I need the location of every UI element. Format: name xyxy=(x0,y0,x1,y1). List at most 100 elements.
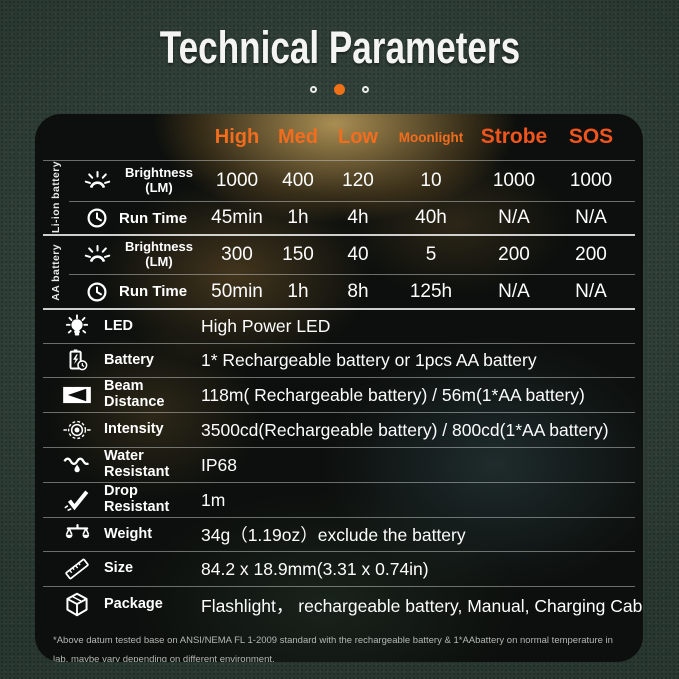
value-cell: 1000 xyxy=(215,170,259,191)
mode-header-row: High Med Low Moonlight Strobe SOS xyxy=(43,114,635,161)
beam-distance-row: Beam Distance 118m( Rechargeable battery… xyxy=(43,378,635,413)
clock-icon xyxy=(79,203,115,233)
weight-icon xyxy=(59,520,95,550)
brightness-icon xyxy=(79,240,115,270)
aa-battery-label: AA battery xyxy=(50,243,62,301)
value-cell: 120 xyxy=(342,170,374,191)
intensity-row: Intensity 3500cd(Rechargeable battery) /… xyxy=(43,413,635,448)
value-cell: 40 xyxy=(347,244,369,265)
beam-distance-icon xyxy=(59,380,95,410)
brightness-label-text: Brightness (LM) xyxy=(125,239,193,269)
size-row-label: Size xyxy=(43,554,201,584)
value-cell: 1000 xyxy=(492,170,536,191)
aa-group-strip: AA battery xyxy=(43,236,69,308)
value-cell: 40h xyxy=(415,207,447,228)
led-label-text: LED xyxy=(104,317,133,334)
aa-battery-group: AA battery Brightness (LM) 300 150 40 5 xyxy=(43,236,635,310)
package-row: Package Flashlight， rechargeable battery… xyxy=(43,587,643,623)
weight-row-label: Weight xyxy=(43,520,201,550)
drop-resistant-row-label: Drop Resistant xyxy=(43,483,201,516)
size-row: Size 84.2 x 18.9mm(3.31 x 0.74in) xyxy=(43,552,635,587)
size-value: 84.2 x 18.9mm(3.31 x 0.74in) xyxy=(201,558,429,579)
runtime-row-label: Run Time xyxy=(69,203,205,233)
weight-value: 34g（1.19oz）exclude the battery xyxy=(201,525,466,545)
li-ion-brightness-row: Brightness (LM) 1000 400 120 10 1000 100… xyxy=(69,161,635,202)
value-cell: 200 xyxy=(575,244,607,265)
led-value: High Power LED xyxy=(201,316,331,336)
battery-label-text: Battery xyxy=(104,351,154,368)
brightness-row-label: Brightness (LM) xyxy=(69,240,205,270)
value-cell: 45min xyxy=(211,207,263,228)
led-icon xyxy=(59,312,95,342)
value-cell: 1h xyxy=(287,207,309,228)
package-row-label: Package xyxy=(43,590,201,620)
drop-resistant-value: 1m xyxy=(201,489,226,510)
carousel-dot-2-active[interactable] xyxy=(334,84,345,95)
mode-header-sos: SOS xyxy=(568,125,614,148)
intensity-value: 3500cd(Rechargeable battery) / 800cd(1*A… xyxy=(201,419,609,440)
intensity-label-text: Intensity xyxy=(104,421,164,438)
page-title: Technical Parameters xyxy=(0,22,679,74)
runtime-row-label: Run Time xyxy=(69,277,205,307)
mode-header-strobe: Strobe xyxy=(480,125,548,148)
water-resistant-label-text: Water Resistant xyxy=(104,448,170,480)
value-cell: 400 xyxy=(282,170,314,191)
li-ion-runtime-row: Run Time 45min 1h 4h 40h N/A N/A xyxy=(69,202,635,234)
mode-header-med: Med xyxy=(278,125,318,148)
aa-brightness-row: Brightness (LM) 300 150 40 5 200 200 xyxy=(69,236,635,275)
size-label-text: Size xyxy=(104,560,134,577)
mode-header-high: High xyxy=(214,125,260,148)
water-resistant-row: Water Resistant IP68 xyxy=(43,448,635,483)
li-ion-battery-label: Li-ion battery xyxy=(50,161,62,234)
value-cell: 50min xyxy=(211,280,263,302)
value-cell: 8h xyxy=(347,280,369,302)
led-row: LED High Power LED xyxy=(43,310,635,344)
clock-icon xyxy=(79,277,115,307)
intensity-row-label: Intensity xyxy=(43,415,201,445)
package-icon xyxy=(59,590,95,620)
battery-row-label: Battery xyxy=(43,346,201,376)
drop-resistant-row: Drop Resistant 1m xyxy=(43,483,635,518)
li-ion-battery-group: Li-ion battery Brightness (LM) 1000 400 … xyxy=(43,161,635,236)
battery-row: Battery 1* Rechargeable battery or 1pcs … xyxy=(43,344,635,378)
water-resistant-value: IP68 xyxy=(201,454,237,475)
value-cell: 5 xyxy=(425,244,437,265)
water-resistant-icon xyxy=(59,450,95,480)
value-cell: N/A xyxy=(575,280,607,302)
package-label-text: Package xyxy=(104,596,163,613)
size-icon xyxy=(59,554,95,584)
led-row-label: LED xyxy=(43,312,201,342)
carousel-dot-1[interactable] xyxy=(310,86,317,93)
value-cell: 1000 xyxy=(569,170,613,191)
value-cell: 200 xyxy=(498,244,530,265)
value-cell: 125h xyxy=(409,280,453,302)
value-cell: N/A xyxy=(575,207,607,228)
water-resistant-row-label: Water Resistant xyxy=(43,448,201,481)
weight-label-text: Weight xyxy=(104,525,153,542)
runtime-label-text: Run Time xyxy=(119,283,188,300)
package-value: Flashlight， rechargeable battery, Manual… xyxy=(201,595,643,616)
value-cell: 300 xyxy=(221,244,253,265)
beam-distance-row-label: Beam Distance xyxy=(43,378,201,411)
carousel-dot-3[interactable] xyxy=(362,86,369,93)
value-cell: 4h xyxy=(347,207,369,228)
carousel-dots xyxy=(0,84,679,95)
drop-resistant-icon xyxy=(59,485,95,515)
runtime-label-text: Run Time xyxy=(119,209,188,227)
aa-runtime-row: Run Time 50min 1h 8h 125h N/A N/A xyxy=(69,275,635,308)
value-cell: 150 xyxy=(282,244,314,265)
value-cell: N/A xyxy=(498,280,530,302)
weight-row: Weight 34g（1.19oz）exclude the battery xyxy=(43,518,635,552)
footnote: *Above datum tested base on ANSI/NEMA FL… xyxy=(53,635,613,662)
brightness-row-label: Brightness (LM) xyxy=(69,166,205,196)
brightness-label-text: Brightness (LM) xyxy=(125,165,193,195)
beam-distance-value: 118m( Rechargeable battery) / 56m(1*AA b… xyxy=(201,384,585,405)
drop-resistant-label-text: Drop Resistant xyxy=(104,483,170,515)
page-title-text: Technical Parameters xyxy=(159,22,520,73)
value-cell: N/A xyxy=(498,207,530,228)
intensity-icon xyxy=(59,415,95,445)
brightness-icon xyxy=(79,166,115,196)
mode-header-moonlight: Moonlight xyxy=(398,129,464,145)
spec-table-panel: High Med Low Moonlight Strobe SOS Li-ion… xyxy=(35,114,643,662)
mode-header-low: Low xyxy=(338,125,378,148)
